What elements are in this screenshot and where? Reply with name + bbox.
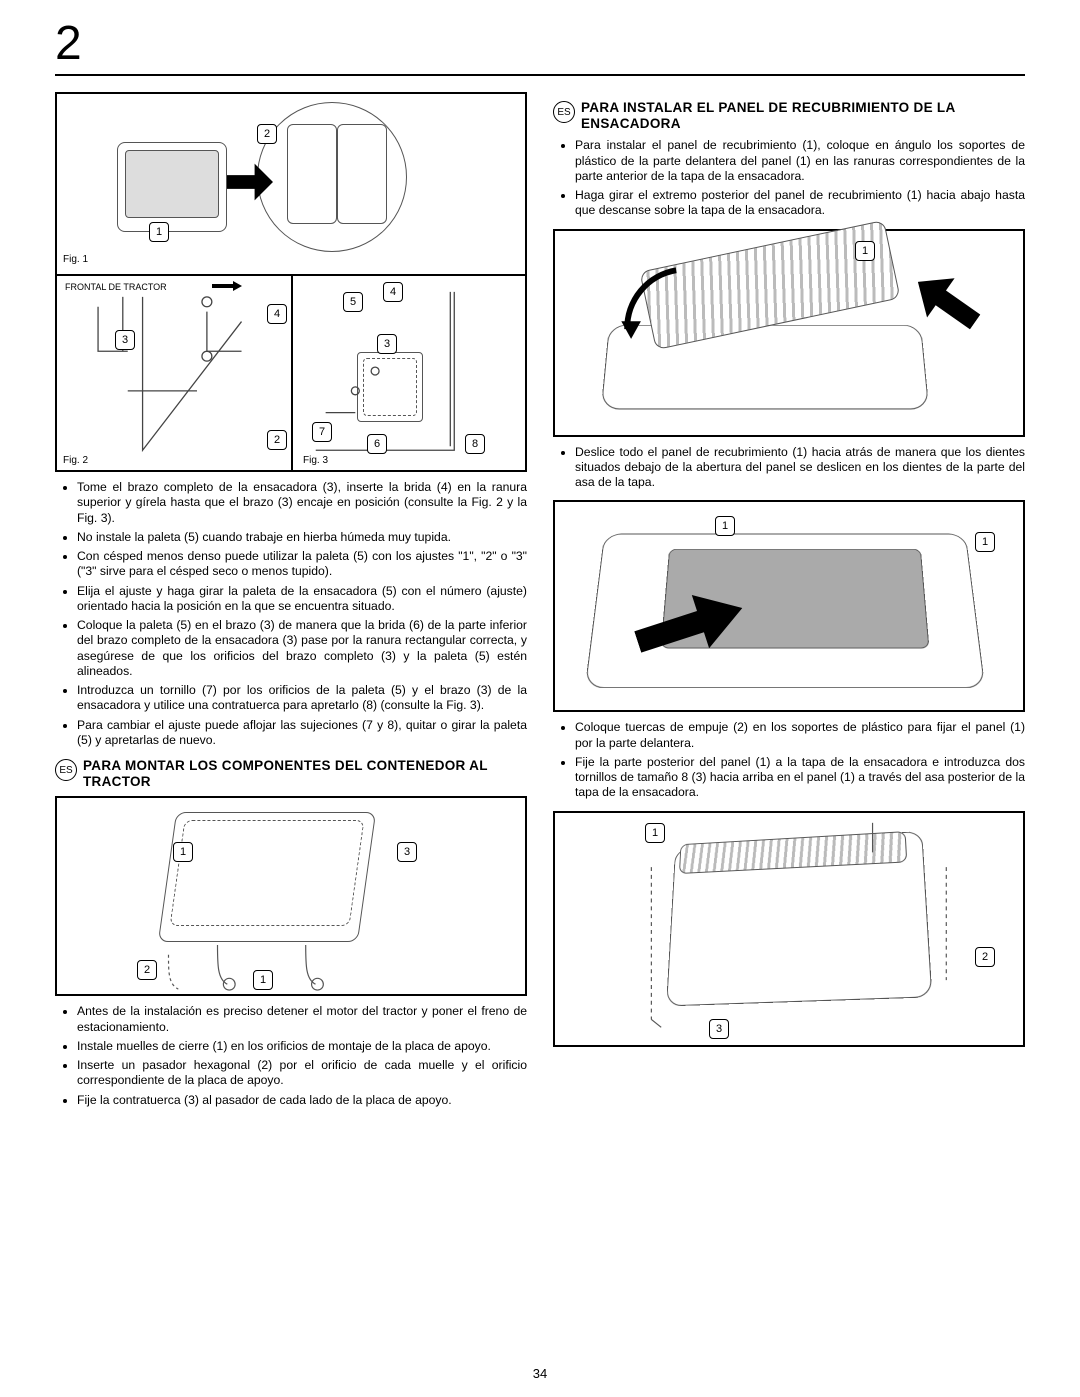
figure-D: 1 2 3: [553, 811, 1025, 1047]
fig1-label: Fig. 1: [63, 254, 88, 265]
bullet: Coloque tuercas de empuje (2) en los sop…: [575, 720, 1025, 751]
bullet: Coloque la paleta (5) en el brazo (3) de…: [77, 618, 527, 679]
left-bullets-1: Tome el brazo completo de la ensacadora …: [55, 480, 527, 748]
bullet: Deslice todo el panel de recubrimiento (…: [575, 445, 1025, 491]
bullet: Fije la parte posterior del panel (1) a …: [575, 755, 1025, 801]
two-column-layout: 2 1 Fig. 1 FRONTAL DE TRACTOR 3 4 2: [55, 92, 1025, 1118]
lang-badge-icon: ES: [55, 759, 77, 781]
right-bullets-3: Coloque tuercas de empuje (2) en los sop…: [553, 720, 1025, 800]
callout-fig2-3: 3: [115, 330, 135, 350]
left-bullets-2: Antes de la instalación es preciso deten…: [55, 1004, 527, 1108]
fig3-label: Fig. 3: [303, 455, 328, 466]
left-heading-2: ES PARA MONTAR LOS COMPONENTES DEL CONTE…: [55, 758, 527, 790]
bullet: Antes de la instalación es preciso deten…: [77, 1004, 527, 1035]
callout-fig3-3: 3: [377, 334, 397, 354]
figure-C: 1 1: [553, 500, 1025, 712]
section-title: PARA INSTALAR EL PANEL DE RECUBRIMIENTO …: [581, 100, 1025, 132]
callout-B-1: 1: [855, 241, 875, 261]
bullet: Instale muelles de cierre (1) en los ori…: [77, 1039, 527, 1054]
frontal-label: FRONTAL DE TRACTOR: [65, 282, 167, 292]
callout-C-1a: 1: [715, 516, 735, 536]
callout-fig2-2: 2: [267, 430, 287, 450]
bullet: Para instalar el panel de recubrimiento …: [575, 138, 1025, 184]
callout-A-1a: 1: [173, 842, 193, 862]
callout-D-2: 2: [975, 947, 995, 967]
callout-fig3-8: 8: [465, 434, 485, 454]
bullet: No instale la paleta (5) cuando trabaje …: [77, 530, 527, 545]
figure-B: 1: [553, 229, 1025, 437]
callout-A-2: 2: [137, 960, 157, 980]
callout-fig3-5: 5: [343, 292, 363, 312]
chapter-number: 2: [55, 20, 1025, 68]
lang-badge-icon: ES: [553, 101, 575, 123]
callout-fig1-2: 2: [257, 124, 277, 144]
bullet: Elija el ajuste y haga girar la paleta d…: [77, 584, 527, 615]
bullet: Para cambiar el ajuste puede aflojar las…: [77, 718, 527, 749]
callout-fig1-1: 1: [149, 222, 169, 242]
callout-D-1: 1: [645, 823, 665, 843]
bullet: Inserte un pasador hexagonal (2) por el …: [77, 1058, 527, 1089]
figure-group-1-2-3: 2 1 Fig. 1 FRONTAL DE TRACTOR 3 4 2: [55, 92, 527, 472]
bullet: Introduzca un tornillo (7) por los orifi…: [77, 683, 527, 714]
section-title: PARA MONTAR LOS COMPONENTES DEL CONTENED…: [83, 758, 527, 790]
footer-page-number: 34: [0, 1366, 1080, 1381]
bullet: Tome el brazo completo de la ensacadora …: [77, 480, 527, 526]
callout-fig3-6: 6: [367, 434, 387, 454]
callout-C-1b: 1: [975, 532, 995, 552]
callout-fig3-7: 7: [312, 422, 332, 442]
callout-D-3: 3: [709, 1019, 729, 1039]
bullet: Haga girar el extremo posterior del pane…: [575, 188, 1025, 219]
callout-A-1b: 1: [253, 970, 273, 990]
right-heading-1: ES PARA INSTALAR EL PANEL DE RECUBRIMIEN…: [553, 100, 1025, 132]
right-bullets-2: Deslice todo el panel de recubrimiento (…: [553, 445, 1025, 491]
left-column: 2 1 Fig. 1 FRONTAL DE TRACTOR 3 4 2: [55, 92, 527, 1118]
top-rule: [55, 74, 1025, 76]
fig2-label: Fig. 2: [63, 455, 88, 466]
figure-A: 1 3 2 1: [55, 796, 527, 996]
callout-fig2-4: 4: [267, 304, 287, 324]
bullet: Fije la contratuerca (3) al pasador de c…: [77, 1093, 527, 1108]
callout-fig3-4: 4: [383, 282, 403, 302]
bullet: Con césped menos denso puede utilizar la…: [77, 549, 527, 580]
right-column: ES PARA INSTALAR EL PANEL DE RECUBRIMIEN…: [553, 92, 1025, 1118]
right-bullets-1: Para instalar el panel de recubrimiento …: [553, 138, 1025, 218]
callout-A-3: 3: [397, 842, 417, 862]
